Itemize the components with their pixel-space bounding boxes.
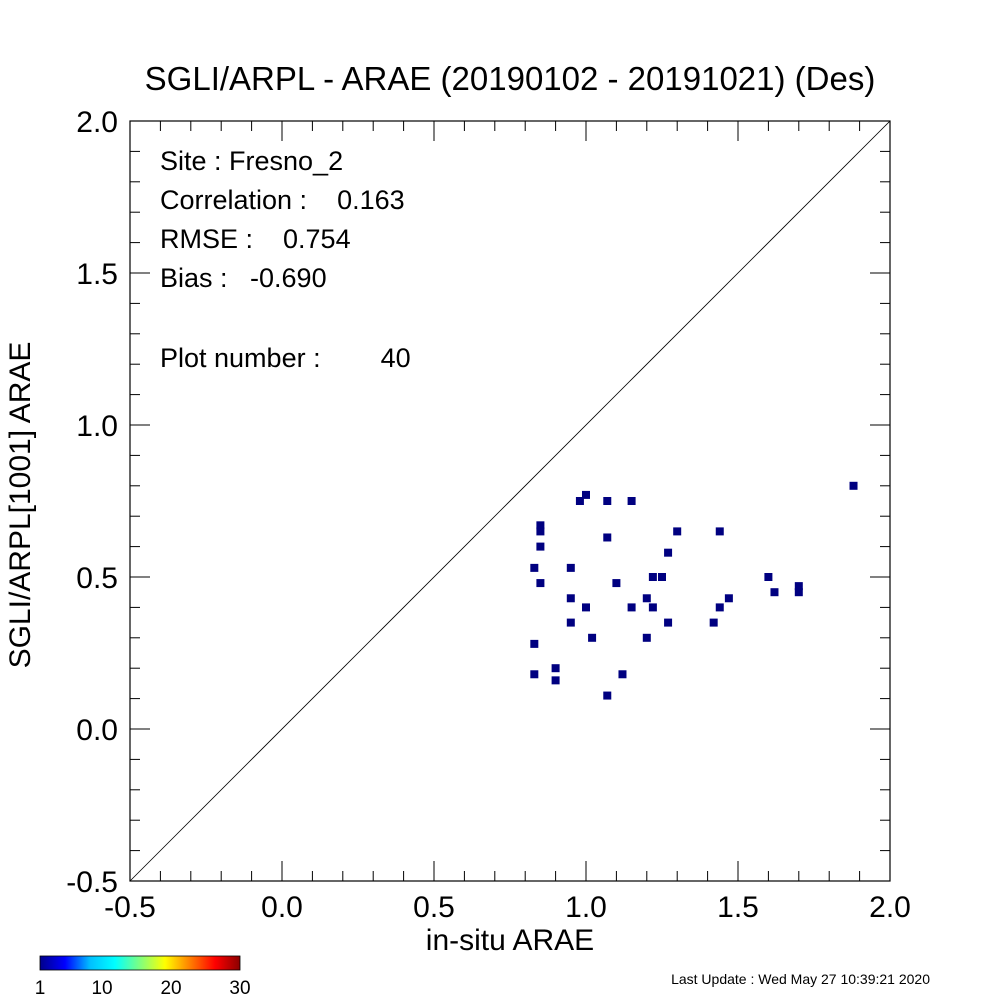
data-point: [582, 603, 590, 612]
x-tick-label: -0.5: [104, 891, 156, 924]
data-point: [849, 481, 858, 490]
data-point: [536, 579, 545, 588]
colorbar-tick-label: 20: [160, 978, 181, 999]
plot-number-label: Plot number : 40: [160, 343, 411, 373]
data-point: [648, 573, 657, 581]
chart-title: SGLI/ARPL - ARAE (20190102 - 20191021) (…: [145, 60, 876, 97]
colorbar-labels: 1 10 20 30: [35, 978, 251, 999]
data-point: [627, 603, 636, 612]
data-point: [642, 594, 651, 603]
bias-label: Bias : -0.690: [160, 263, 327, 293]
one-to-one-line: [129, 120, 891, 882]
data-point: [724, 594, 733, 603]
data-point: [566, 618, 575, 627]
x-tick-label: 1.0: [565, 891, 607, 924]
x-tick-label: 2.0: [869, 891, 911, 924]
data-point: [530, 563, 539, 572]
correlation-label: Correlation : 0.163: [160, 185, 405, 215]
data-point: [673, 527, 682, 536]
data-point: [709, 618, 718, 627]
data-point: [627, 497, 636, 505]
data-point: [530, 670, 539, 679]
data-point: [794, 588, 803, 597]
data-points: [530, 481, 858, 700]
plot-frame: [129, 120, 891, 882]
y-axis-label: SGLI/ARPL[1001] ARAE: [4, 342, 37, 669]
data-point: [648, 603, 657, 612]
colorbar-gradient: [39, 955, 241, 971]
y-tick-label: -0.5: [66, 866, 118, 899]
axis-ticks: [129, 120, 891, 882]
diagonal-line: [129, 120, 891, 882]
data-point: [603, 497, 612, 505]
y-tick-label: 1.0: [76, 410, 118, 443]
data-point: [664, 618, 673, 627]
rmse-label: RMSE : 0.754: [160, 224, 351, 254]
data-point: [536, 542, 545, 551]
colorbar-tick-label: 30: [229, 978, 250, 999]
data-point: [618, 670, 627, 679]
y-tick-label: 2.0: [76, 106, 118, 139]
data-point: [715, 603, 724, 612]
y-tick-label: 1.5: [76, 258, 118, 291]
site-label: Site : Fresno_2: [160, 146, 343, 176]
data-point: [536, 521, 545, 530]
data-point: [603, 691, 612, 700]
data-point: [770, 588, 779, 597]
data-point: [715, 527, 724, 536]
y-tick-label: 0.0: [76, 714, 118, 747]
data-point: [566, 594, 575, 603]
data-point: [794, 582, 803, 591]
data-point: [530, 639, 539, 648]
data-point: [551, 676, 560, 685]
data-point: [764, 573, 773, 581]
colorbar-tick-label: 10: [91, 978, 112, 999]
data-point: [612, 579, 621, 588]
data-point: [603, 533, 612, 542]
y-tick-label: 0.5: [76, 562, 118, 595]
colorbar-tick-label: 1: [35, 978, 46, 999]
x-tick-label: 0.5: [413, 891, 455, 924]
x-axis-label: in-situ ARAE: [426, 924, 594, 957]
last-update-label: Last Update : Wed May 27 10:39:21 2020: [671, 971, 930, 987]
x-tick-label: 1.5: [717, 891, 759, 924]
data-point: [588, 633, 597, 642]
data-point: [575, 497, 584, 505]
data-point: [566, 563, 575, 572]
data-point: [582, 490, 590, 499]
data-point: [642, 633, 651, 642]
data-point: [551, 664, 560, 673]
data-point: [658, 573, 666, 581]
data-point: [664, 548, 673, 557]
stats-annotation: Site : Fresno_2 Correlation : 0.163 RMSE…: [160, 146, 411, 373]
data-point: [536, 527, 545, 536]
x-tick-label: 0.0: [261, 891, 303, 924]
tick-labels: -0.5 0.0 0.5 1.0 1.5 2.0 -0.5 0.0 0.5 1.0 1.5 2.0: [66, 106, 911, 924]
colorbar: 1 10 20 30: [35, 955, 251, 999]
